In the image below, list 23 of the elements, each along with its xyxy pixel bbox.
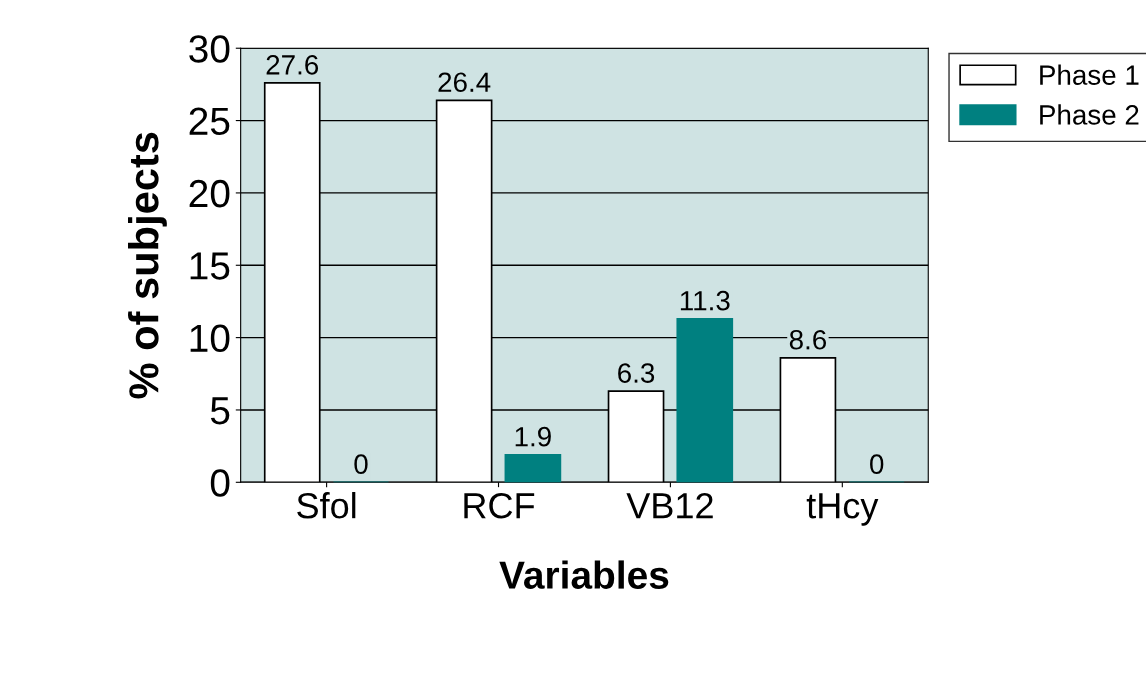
data-label: 27.6 — [266, 55, 319, 75]
data-label: 0 — [354, 454, 368, 475]
y-axis-title: % of subjects — [128, 132, 167, 399]
data-label: 6.3 — [618, 363, 655, 383]
y-tick-label: 5 — [210, 397, 230, 425]
y-tick-label: 20 — [189, 179, 230, 208]
y-tick-label: 10 — [190, 324, 230, 353]
legend-label: Phase 2 — [1040, 104, 1139, 125]
y-tick-label: 30 — [189, 35, 230, 63]
x-axis-title: Variables — [499, 560, 669, 589]
data-label: 0 — [870, 454, 884, 475]
y-tick-label: 25 — [189, 107, 230, 136]
y-tick-label: 15 — [190, 252, 230, 280]
x-tick-label: tHcy — [806, 493, 879, 526]
x-tick-label: VB12 — [626, 492, 713, 519]
x-tick-label: RCF — [464, 492, 535, 519]
y-tick-label: 0 — [210, 469, 230, 497]
legend-label: Phase 1 — [1040, 64, 1139, 85]
data-label: 26.4 — [438, 72, 491, 93]
data-label: 11.3 — [680, 290, 730, 311]
data-label: 1.9 — [515, 426, 551, 447]
data-label: 8.6 — [789, 329, 827, 350]
x-tick-label: Sfol — [297, 492, 356, 519]
